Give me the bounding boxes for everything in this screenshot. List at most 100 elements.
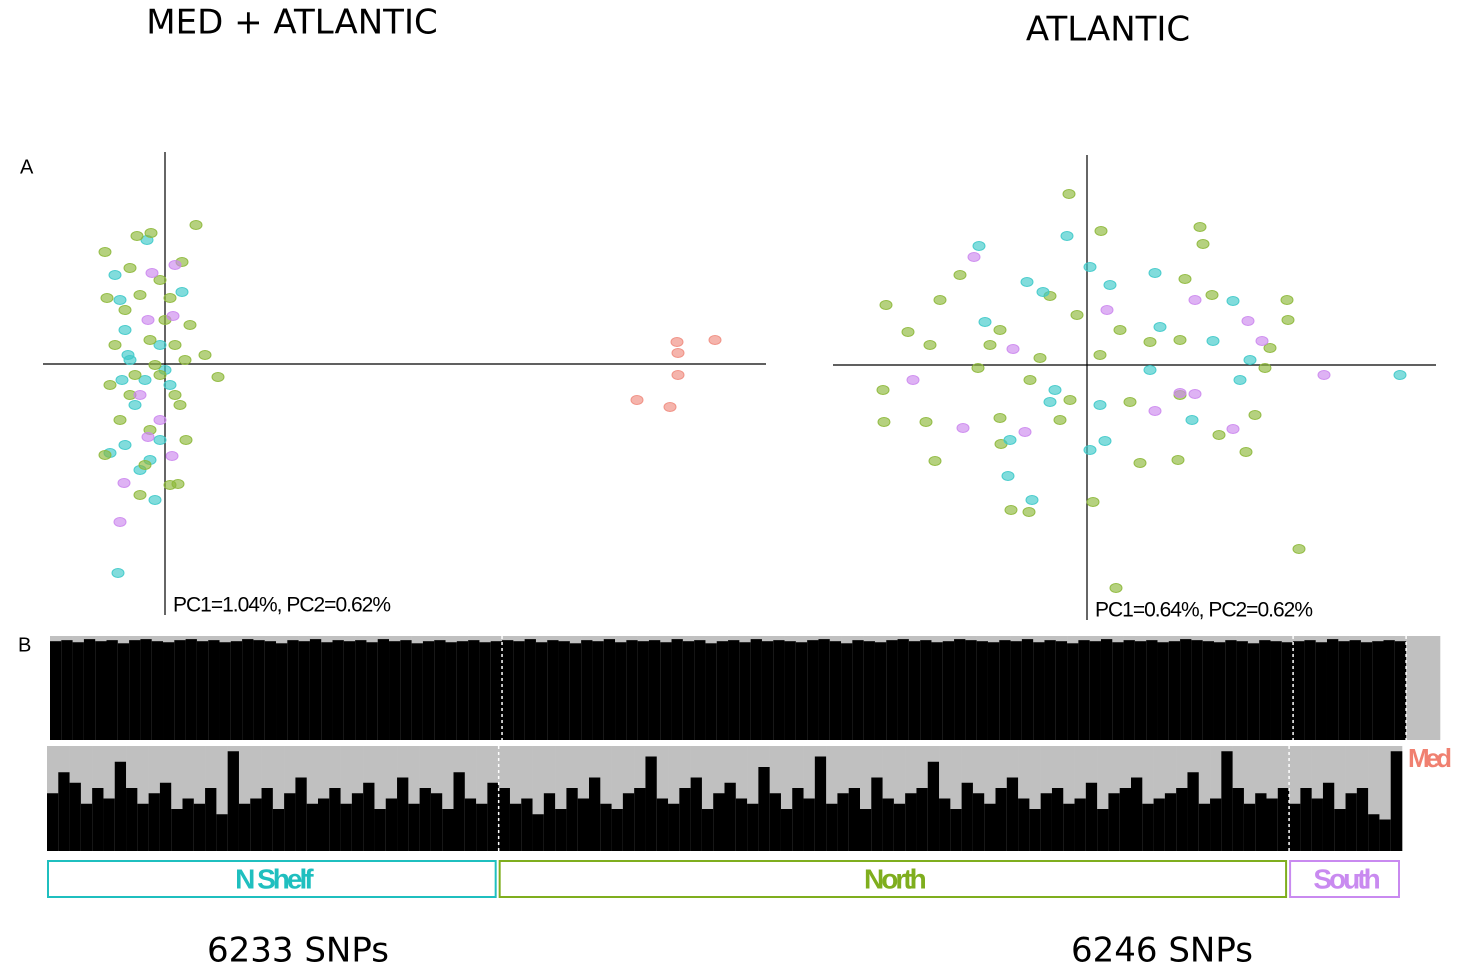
bar xyxy=(129,640,141,740)
bar xyxy=(343,641,356,740)
bar xyxy=(182,798,195,851)
point xyxy=(967,252,981,262)
background-bar xyxy=(1334,746,1346,851)
point xyxy=(168,260,182,270)
point xyxy=(148,495,162,505)
point xyxy=(145,268,159,278)
point xyxy=(141,432,155,442)
bar xyxy=(747,803,759,851)
bar xyxy=(159,782,172,851)
bar xyxy=(939,798,951,851)
bar xyxy=(882,798,895,851)
background-bar xyxy=(555,746,567,851)
bar xyxy=(487,782,499,851)
bar xyxy=(735,798,748,851)
bar xyxy=(908,641,921,740)
bar xyxy=(377,639,390,740)
bar xyxy=(1259,640,1271,740)
bar xyxy=(103,798,116,851)
point xyxy=(153,340,167,350)
bar xyxy=(874,642,887,740)
point xyxy=(183,320,197,330)
point xyxy=(138,375,152,385)
bar xyxy=(976,641,989,740)
background-bar xyxy=(340,746,353,851)
bar xyxy=(863,641,876,740)
bar xyxy=(366,642,379,740)
bar xyxy=(1142,803,1154,851)
bar xyxy=(871,777,883,851)
point xyxy=(163,293,177,303)
bar xyxy=(750,639,763,740)
background-bar xyxy=(860,746,872,851)
group-box xyxy=(47,860,497,898)
point xyxy=(117,478,131,488)
point xyxy=(175,287,189,297)
bar xyxy=(984,803,996,851)
bar xyxy=(1191,640,1203,740)
bar xyxy=(374,809,387,851)
bar xyxy=(468,640,480,740)
point xyxy=(98,450,112,460)
bar xyxy=(795,642,808,740)
point xyxy=(113,517,127,527)
bar xyxy=(422,641,435,740)
bar xyxy=(716,641,729,740)
bar xyxy=(411,643,424,740)
bar xyxy=(954,639,966,740)
point xyxy=(1109,583,1123,593)
point xyxy=(1062,189,1076,199)
bar xyxy=(430,793,443,851)
bar xyxy=(803,798,816,851)
bar xyxy=(581,640,593,740)
background-bar xyxy=(238,746,251,851)
background-bar xyxy=(1428,636,1441,740)
point xyxy=(108,270,122,280)
bar xyxy=(464,798,477,851)
bar xyxy=(163,642,175,740)
bar xyxy=(626,640,638,740)
point xyxy=(1086,497,1100,507)
point xyxy=(1143,337,1157,347)
bar xyxy=(171,809,183,851)
bar xyxy=(916,788,929,851)
background-bar xyxy=(442,746,454,851)
point xyxy=(163,380,177,390)
bar xyxy=(569,643,582,740)
bar xyxy=(47,793,59,851)
bar xyxy=(931,642,944,740)
bar xyxy=(1356,788,1369,851)
bar xyxy=(893,803,906,851)
bar xyxy=(69,782,82,851)
bar xyxy=(950,809,962,851)
bar xyxy=(276,643,288,740)
point xyxy=(1173,388,1187,398)
point xyxy=(1188,389,1202,399)
point xyxy=(983,340,997,350)
point xyxy=(1171,455,1185,465)
bar xyxy=(1134,641,1147,740)
point xyxy=(953,270,967,280)
point xyxy=(671,348,685,358)
point xyxy=(1393,370,1407,380)
point xyxy=(153,275,167,285)
point xyxy=(1006,344,1020,354)
point xyxy=(630,395,644,405)
bar xyxy=(151,641,164,740)
point xyxy=(144,228,158,238)
point xyxy=(1003,435,1017,445)
bar xyxy=(1300,788,1312,851)
bar xyxy=(117,643,130,740)
point xyxy=(1083,445,1097,455)
title: ATLANTIC xyxy=(1026,10,1190,50)
bar xyxy=(555,809,567,851)
point xyxy=(1196,239,1210,249)
bar xyxy=(1379,819,1392,851)
bar xyxy=(295,777,308,851)
point xyxy=(1173,335,1187,345)
bar xyxy=(682,641,695,740)
background-bar xyxy=(1368,746,1380,851)
bar xyxy=(961,782,974,851)
bar xyxy=(1108,793,1121,851)
bar xyxy=(897,639,910,740)
